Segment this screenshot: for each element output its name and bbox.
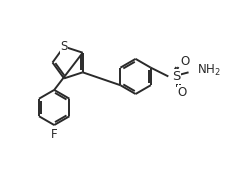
Text: F: F: [51, 128, 58, 141]
Text: NH$_2$: NH$_2$: [197, 62, 221, 78]
Text: S: S: [60, 40, 68, 53]
Text: O: O: [181, 55, 190, 68]
Text: S: S: [172, 70, 180, 83]
Text: O: O: [178, 86, 187, 99]
